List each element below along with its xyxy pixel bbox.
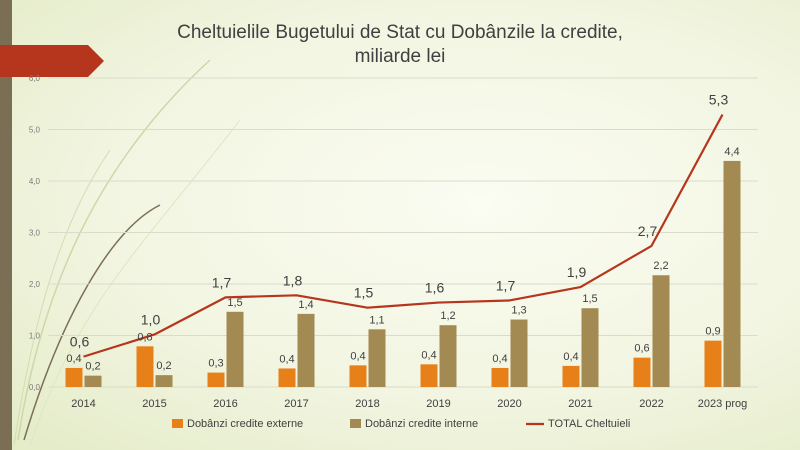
bar-internal (723, 160, 741, 387)
label-internal: 1,2 (440, 310, 455, 322)
bar-external (420, 364, 438, 387)
y-tick-label: 1,0 (29, 332, 41, 341)
bar-internal (510, 319, 528, 387)
bar-external (633, 357, 651, 387)
label-total: 2,7 (638, 223, 658, 239)
bar-external (562, 365, 580, 387)
x-category-label: 2015 (142, 398, 166, 410)
x-category-label: 2017 (284, 398, 308, 410)
bar-external (491, 367, 509, 387)
x-category-label: 2014 (71, 398, 95, 410)
legend-swatch (172, 419, 183, 428)
bar-internal (652, 275, 670, 387)
label-external: 0,9 (705, 326, 720, 338)
bar-internal (84, 375, 102, 387)
y-tick-label: 5,0 (29, 126, 41, 135)
label-total: 1,9 (567, 264, 587, 280)
label-internal: 1,4 (298, 299, 313, 311)
bar-external (278, 368, 296, 387)
label-internal: 1,5 (227, 297, 242, 309)
x-category-label: 2023 prog (698, 398, 748, 410)
bar-internal (581, 308, 599, 387)
sidebar-strip (0, 0, 12, 450)
y-tick-label: 3,0 (29, 229, 41, 238)
y-axis-ticks: 0,0 1,0 2,0 3,0 4,0 5,0 6,0 (29, 74, 41, 392)
label-internal: 1,1 (369, 314, 384, 326)
x-category-label: 2018 (355, 398, 379, 410)
label-total: 1,7 (212, 274, 232, 290)
label-total: 1,6 (425, 280, 445, 296)
label-external: 0,8 (137, 331, 152, 343)
label-internal: 1,3 (511, 305, 526, 317)
label-external: 0,4 (279, 353, 294, 365)
legend-label: TOTAL Cheltuieli (548, 418, 630, 430)
y-tick-label: 0,0 (29, 383, 41, 392)
y-tick-label: 2,0 (29, 280, 41, 289)
label-external: 0,4 (563, 351, 578, 363)
bar-internal (226, 311, 244, 387)
bar-external (207, 372, 225, 387)
legend-label: Dobânzi credite externe (187, 418, 303, 430)
label-total: 1,8 (283, 272, 303, 288)
label-external: 0,4 (66, 353, 81, 365)
label-external: 0,3 (208, 358, 223, 370)
label-internal: 4,4 (724, 146, 739, 158)
label-external: 0,4 (421, 349, 436, 361)
bar-external (65, 367, 83, 387)
chart-title-line2: miliarde lei (355, 46, 446, 67)
y-tick-label: 4,0 (29, 177, 41, 186)
legend-label: Dobânzi credite interne (365, 418, 478, 430)
label-total: 1,7 (496, 277, 516, 293)
chart-title-line1: Cheltuielile Bugetului de Stat cu Dobânz… (177, 22, 623, 43)
label-internal: 2,2 (653, 260, 668, 272)
label-external: 0,4 (492, 353, 507, 365)
bar-internal (439, 325, 457, 387)
x-category-label: 2021 (568, 398, 592, 410)
bar-external (704, 340, 722, 387)
legend: Dobânzi credite externe Dobânzi credite i… (172, 418, 630, 430)
x-category-label: 2019 (426, 398, 450, 410)
x-category-label: 2016 (213, 398, 237, 410)
y-tick-label: 6,0 (29, 74, 41, 83)
x-category-label: 2020 (497, 398, 521, 410)
bar-external (349, 365, 367, 387)
x-axis-categories: 2014 2015 2016 2017 2018 2019 2020 2021 2022 2023… (71, 398, 747, 410)
decorative-swirls (13, 59, 241, 446)
data-label-layer: 0,4 0,2 0,8 0,2 0,3 1,5 0,4 1,4 0,4 1,1 0,4 1,2 0,4 1… (66, 92, 739, 373)
x-category-label: 2022 (639, 398, 663, 410)
bar-internal (368, 329, 386, 387)
label-external: 0,4 (350, 350, 365, 362)
label-external: 0,6 (634, 343, 649, 355)
label-internal: 1,5 (582, 293, 597, 305)
label-total: 1,5 (354, 285, 374, 301)
legend-swatch (350, 419, 361, 428)
bar-external (136, 346, 154, 387)
label-total: 5,3 (709, 92, 729, 108)
bar-internal (297, 313, 315, 387)
bar-internal (155, 375, 173, 387)
label-total: 1,0 (141, 311, 161, 327)
label-total: 0,6 (70, 334, 90, 350)
total-line (83, 114, 724, 358)
title-banner-arrow (0, 45, 104, 77)
bar-layer (65, 160, 741, 387)
label-internal: 0,2 (156, 360, 171, 372)
label-internal: 0,2 (85, 361, 100, 373)
total-line-layer (83, 114, 724, 358)
